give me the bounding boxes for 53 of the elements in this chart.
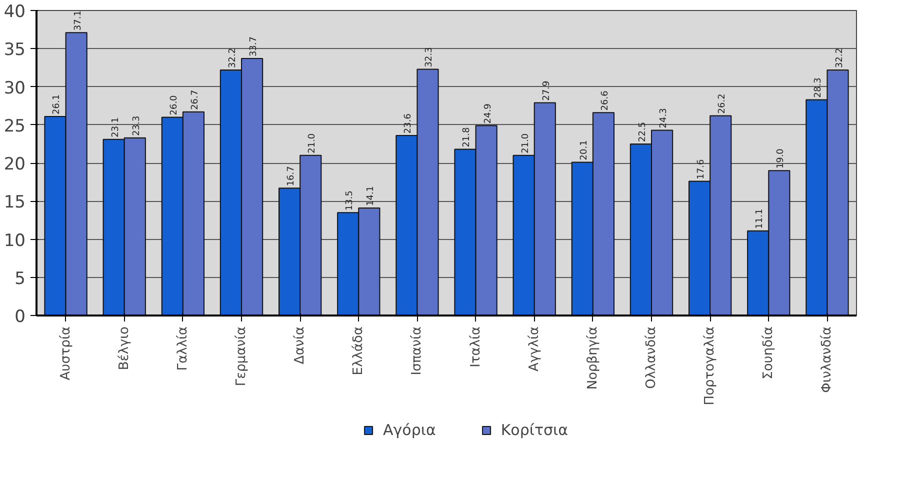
data-label: 21.8 (462, 126, 472, 148)
data-label: 24.9 (483, 103, 494, 124)
data-label: 23.6 (404, 113, 414, 134)
x-tick-label: Σουηδία (761, 326, 776, 380)
x-tick-label: Αυστρία (58, 326, 74, 380)
data-label: 11.1 (755, 208, 766, 229)
data-label: 28.3 (814, 78, 824, 98)
data-label: 22.5 (638, 122, 648, 142)
y-tick-label: 40 (4, 2, 26, 22)
data-label: 26.6 (600, 90, 610, 111)
x-tick-label: Νορβηγία (585, 326, 600, 390)
y-tick-label: 25 (4, 116, 26, 136)
data-label: 33.7 (249, 36, 260, 57)
data-label: 21.0 (520, 133, 531, 154)
data-label: 23.3 (132, 116, 142, 136)
data-label: 24.3 (659, 108, 670, 128)
data-label: 19.0 (776, 148, 786, 169)
legend-label: Κορίτσια (500, 421, 568, 439)
x-tick-label: Ισπανία (410, 326, 425, 376)
legend-label: Αγόρια (383, 421, 436, 439)
x-tick-label: Ελλάδα (351, 326, 366, 376)
data-label: 27.9 (542, 80, 552, 101)
y-tick-label: 10 (4, 230, 26, 251)
data-label: 20.1 (579, 140, 590, 160)
y-tick-label: 30 (4, 78, 26, 98)
x-tick-label: Αγγλία (526, 326, 542, 372)
x-tick-label: Φινλανδία (820, 326, 835, 393)
data-label: 32.3 (424, 47, 435, 68)
data-label: 26.7 (190, 90, 200, 110)
x-tick-label: Βέλγιο (116, 326, 132, 370)
y-tick-label: 15 (4, 192, 26, 213)
data-label: 26.1 (52, 94, 62, 114)
x-tick-label: Δανία (292, 326, 308, 364)
data-label: 37.1 (73, 10, 84, 31)
data-label: 21.0 (308, 133, 318, 154)
data-label: 23.1 (110, 117, 121, 138)
x-tick-label: Γερμανία (234, 326, 249, 386)
y-tick-label: 5 (14, 268, 26, 289)
y-tick-label: 20 (4, 154, 26, 174)
data-label: 17.6 (696, 158, 707, 180)
data-label: 13.5 (345, 190, 356, 211)
x-tick-label: Πορτογαλία (702, 326, 718, 406)
x-tick-label: Ιταλία (468, 326, 484, 368)
data-label: 26.2 (718, 94, 728, 114)
data-label: 32.2 (834, 48, 845, 68)
data-label: 16.7 (286, 166, 297, 186)
data-label: 26.0 (169, 94, 180, 116)
x-tick-label: Ολλανδία (644, 326, 659, 389)
data-label: 14.1 (366, 186, 376, 206)
data-label: 32.2 (228, 48, 238, 68)
x-tick-label: Γαλλία (175, 326, 190, 371)
y-tick-label: 35 (4, 40, 26, 60)
y-tick-label: 0 (14, 307, 26, 327)
